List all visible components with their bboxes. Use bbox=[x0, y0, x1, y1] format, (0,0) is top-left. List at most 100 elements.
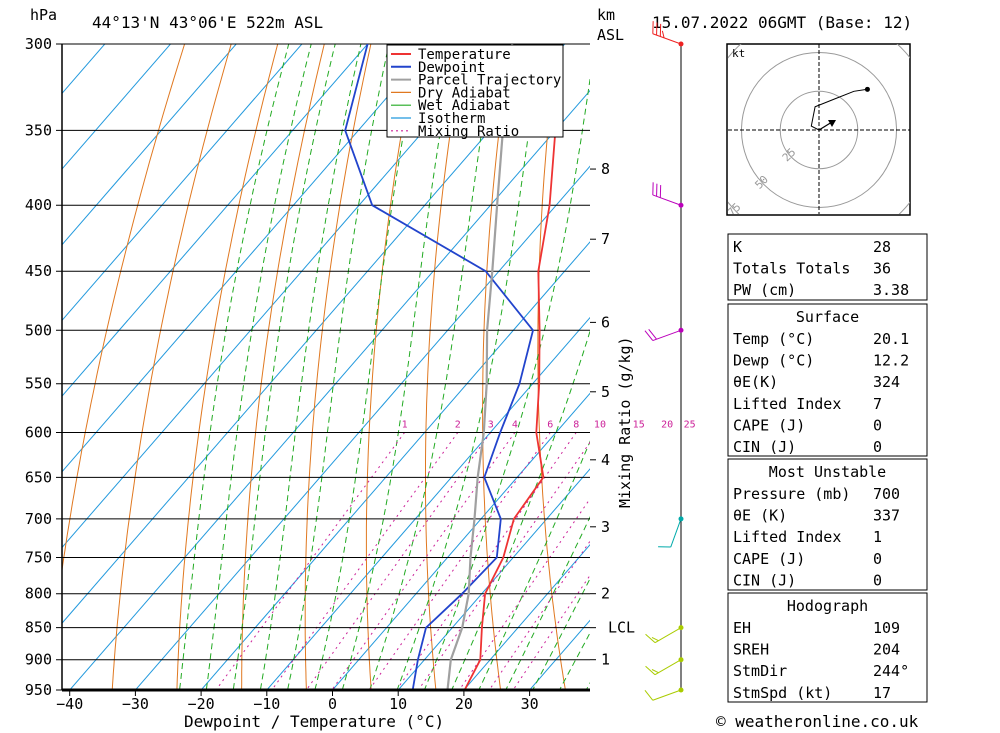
index-value: 109 bbox=[873, 619, 900, 637]
dewpoint-profile bbox=[344, 44, 534, 690]
pressure-tick-label: 750 bbox=[25, 549, 52, 567]
index-value: 7 bbox=[873, 395, 882, 413]
index-value: 28 bbox=[873, 238, 891, 256]
pressure-tick-label: 950 bbox=[25, 681, 52, 699]
mixing-ratio-label: 1 bbox=[402, 419, 408, 430]
mixing-ratio-label: 10 bbox=[594, 419, 606, 430]
dry-adiabat-line bbox=[925, 0, 1000, 719]
index-value: 204 bbox=[873, 641, 900, 659]
temperature-tick-label: −40 bbox=[56, 695, 83, 713]
wet-adiabat-line bbox=[205, 44, 312, 690]
index-value: 20.1 bbox=[873, 330, 909, 348]
pressure-unit-label: hPa bbox=[30, 6, 57, 24]
profile-series bbox=[344, 44, 561, 690]
height-tick-label: 3 bbox=[601, 518, 610, 536]
index-label: SREH bbox=[733, 641, 769, 659]
index-value: 324 bbox=[873, 373, 900, 391]
index-value: 337 bbox=[873, 507, 900, 525]
mixing-ratio-label: 20 bbox=[661, 419, 673, 430]
copyright-text: © weatheronline.co.uk bbox=[716, 712, 919, 731]
location-title: 44°13'N 43°06'E 522m ASL bbox=[92, 13, 323, 32]
index-value: 36 bbox=[873, 260, 891, 278]
parcel-trajectory bbox=[446, 44, 514, 690]
index-label: StmSpd (kt) bbox=[733, 684, 832, 702]
mixing-ratio-line bbox=[417, 441, 590, 690]
wind-barb bbox=[645, 659, 682, 676]
dry-adiabat-line bbox=[968, 0, 1000, 719]
index-label: Lifted Index bbox=[733, 395, 841, 413]
index-value: 700 bbox=[873, 485, 900, 503]
pressure-tick-label: 850 bbox=[25, 619, 52, 637]
wind-barb bbox=[652, 21, 682, 45]
pressure-tick-label: 550 bbox=[25, 375, 52, 393]
legend-entry: Dry Adiabat bbox=[418, 85, 511, 101]
index-label: θE (K) bbox=[733, 507, 787, 525]
index-value: 1 bbox=[873, 528, 882, 546]
index-label: CIN (J) bbox=[733, 438, 796, 456]
dry-adiabat-line bbox=[643, 0, 701, 719]
isotherm-line bbox=[62, 44, 106, 95]
pressure-tick-label: 600 bbox=[25, 423, 52, 441]
mixing-ratio-line bbox=[395, 432, 577, 690]
index-label: Pressure (mb) bbox=[733, 485, 850, 503]
index-label: Totals Totals bbox=[733, 260, 850, 278]
pressure-tick-label: 900 bbox=[25, 651, 52, 669]
index-label: CIN (J) bbox=[733, 571, 796, 589]
mixing-ratio-line bbox=[368, 432, 551, 690]
legend-entry: Isotherm bbox=[418, 111, 485, 127]
mixing-ratio-line bbox=[331, 432, 516, 690]
hodograph-indices-box bbox=[727, 592, 928, 703]
index-value: 17 bbox=[873, 684, 891, 702]
isotherm-line bbox=[69, 89, 590, 690]
height-tick-label: 7 bbox=[601, 230, 610, 248]
wet-adiabat-line bbox=[179, 44, 290, 690]
wind-barb-column bbox=[644, 21, 684, 701]
height-tick-label: 8 bbox=[601, 160, 610, 178]
temperature-tick-label: 30 bbox=[521, 695, 539, 713]
legend-entry: Parcel Trajectory bbox=[418, 73, 561, 89]
height-tick-label: 2 bbox=[601, 585, 610, 603]
legend-entry: Dewpoint bbox=[418, 60, 485, 76]
index-label: θE(K) bbox=[733, 373, 778, 391]
isotherm-line bbox=[134, 165, 590, 690]
height-tick-label: 1 bbox=[601, 651, 610, 669]
index-label: PW (cm) bbox=[733, 281, 796, 299]
mixing-ratio-label: 8 bbox=[573, 419, 579, 430]
index-value: 0 bbox=[873, 571, 882, 589]
wet-adiabat-line bbox=[558, 631, 590, 690]
mixing-ratio-line bbox=[305, 432, 492, 690]
storm-motion-vector bbox=[818, 121, 833, 131]
index-label: K bbox=[733, 238, 742, 256]
index-label: CAPE (J) bbox=[733, 550, 805, 568]
datetime-title: 15.07.2022 06GMT (Base: 12) bbox=[652, 13, 912, 32]
mixing-ratio-line bbox=[458, 497, 590, 690]
temperature-tick-label: 20 bbox=[455, 695, 473, 713]
km-unit-label: km bbox=[597, 6, 615, 24]
index-label: Lifted Index bbox=[733, 528, 841, 546]
mixing-ratio-labels: 1 2 3 4 6 8 10 15 20 25 bbox=[402, 419, 696, 430]
index-label: Temp (°C) bbox=[733, 330, 814, 348]
index-value: 0 bbox=[873, 416, 882, 434]
hodograph-unit-label: kt bbox=[732, 47, 745, 60]
x-axis-label: Dewpoint / Temperature (°C) bbox=[184, 712, 444, 731]
general-indices-box bbox=[727, 233, 928, 301]
index-value: 244° bbox=[873, 662, 909, 680]
index-label: EH bbox=[733, 619, 751, 637]
hodograph-endpoint bbox=[864, 86, 870, 92]
wet-adiabat-line bbox=[532, 577, 590, 690]
isotherm-line bbox=[62, 44, 566, 624]
temperature-tick-label: −20 bbox=[188, 695, 215, 713]
pressure-tick-label: 350 bbox=[25, 121, 52, 139]
temperature-profile bbox=[463, 113, 561, 690]
pressure-gridlines bbox=[56, 43, 590, 691]
index-label: StmDir bbox=[733, 662, 787, 680]
wet-adiabat-line bbox=[369, 44, 496, 690]
hodograph-trace bbox=[810, 88, 868, 131]
legend-entry: Wet Adiabat bbox=[418, 98, 511, 114]
mixing-ratio-line bbox=[512, 574, 590, 690]
mixing-ratio-label: 6 bbox=[547, 419, 553, 430]
index-section-title: Hodograph bbox=[787, 597, 868, 615]
height-tick-labels: 8 7 6 5 4 3 2 LCL 1 bbox=[590, 160, 635, 669]
